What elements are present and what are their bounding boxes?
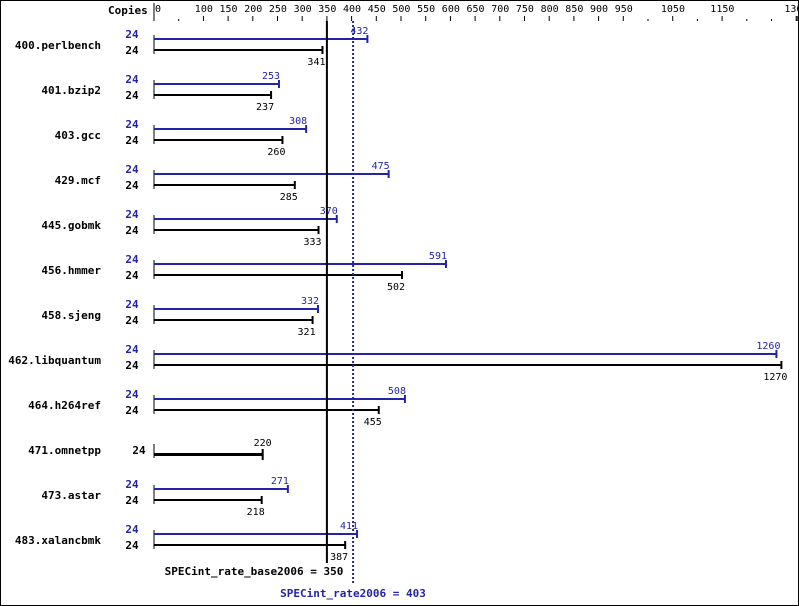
value-label-base: 1270 (763, 372, 787, 383)
benchmark-label: 456.hmmer (41, 264, 101, 277)
benchmark-label: 445.gobmk (41, 219, 101, 232)
tick-label: 650 (467, 4, 485, 15)
copies-header: Copies (108, 4, 148, 17)
copies-value-peak: 24 (125, 28, 139, 41)
benchmark-label: 403.gcc (55, 129, 101, 142)
copies-value-base: 24 (125, 494, 139, 507)
value-label: 220 (254, 438, 272, 449)
value-label-peak: 508 (388, 386, 406, 397)
tick-label: 400 (343, 4, 361, 15)
tick-label: 300 (294, 4, 312, 15)
copies-value-base: 24 (125, 314, 139, 327)
value-label-peak: 271 (271, 476, 289, 487)
tick-label: 600 (442, 4, 460, 15)
benchmark-label: 473.astar (41, 489, 101, 502)
copies-value: 24 (132, 444, 146, 457)
tick-label: 500 (392, 4, 410, 15)
reference-label-base: SPECint_rate_base2006 = 350 (165, 565, 344, 578)
copies-value-base: 24 (125, 224, 139, 237)
value-label-base: 341 (307, 57, 325, 68)
tick-label: 1150 (710, 4, 734, 15)
tick-label: 550 (417, 4, 435, 15)
copies-value-base: 24 (125, 539, 139, 552)
value-label-base: 237 (256, 102, 274, 113)
tick-label: 750 (516, 4, 534, 15)
tick-label: 450 (368, 4, 386, 15)
tick-label: 700 (491, 4, 509, 15)
tick-label: 250 (269, 4, 287, 15)
benchmark-label: 458.sjeng (41, 309, 101, 322)
tick-label: 800 (541, 4, 559, 15)
value-label-base: 321 (298, 327, 316, 338)
value-label-peak: 432 (350, 26, 368, 37)
value-label-peak: 475 (372, 161, 390, 172)
tick-label: 100 (195, 4, 213, 15)
copies-value-peak: 24 (125, 73, 139, 86)
value-label-peak: 411 (340, 521, 358, 532)
tick-label: 950 (615, 4, 633, 15)
copies-value-base: 24 (125, 269, 139, 282)
value-label-peak: 253 (262, 71, 280, 82)
tick-label: 350 (318, 4, 336, 15)
copies-value-peak: 24 (125, 298, 139, 311)
copies-value-peak: 24 (125, 478, 139, 491)
benchmark-label: 483.xalancbmk (15, 534, 101, 547)
copies-value-peak: 24 (125, 523, 139, 536)
tick-label: 0 (155, 4, 161, 15)
copies-value-base: 24 (125, 404, 139, 417)
copies-value-base: 24 (125, 179, 139, 192)
benchmark-label: 400.perlbench (15, 39, 101, 52)
tick-label: 150 (220, 4, 238, 15)
value-label-base: 285 (280, 192, 298, 203)
value-label-base: 260 (267, 147, 285, 158)
benchmark-label: 464.h264ref (28, 399, 101, 412)
copies-value-base: 24 (125, 359, 139, 372)
value-label-base: 455 (364, 417, 382, 428)
tick-label: 1300 (784, 4, 798, 15)
copies-value-peak: 24 (125, 253, 139, 266)
value-label-peak: 591 (429, 251, 447, 262)
benchmark-label: 471.omnetpp (28, 444, 101, 457)
copies-value-peak: 24 (125, 163, 139, 176)
value-label-peak: 332 (301, 296, 319, 307)
copies-value-peak: 24 (125, 208, 139, 221)
copies-value-peak: 24 (125, 388, 139, 401)
tick-label: 850 (565, 4, 583, 15)
value-label-base: 387 (330, 552, 348, 563)
value-label-peak: 370 (320, 206, 338, 217)
value-label-base: 333 (303, 237, 321, 248)
tick-label: 900 (590, 4, 608, 15)
bar-base (154, 453, 263, 456)
value-label-base: 218 (247, 507, 265, 518)
tick-label: 1050 (661, 4, 685, 15)
value-label-peak: 308 (289, 116, 307, 127)
tick-label: 200 (244, 4, 262, 15)
copies-value-base: 24 (125, 44, 139, 57)
benchmark-label: 401.bzip2 (41, 84, 101, 97)
copies-value-base: 24 (125, 89, 139, 102)
reference-label-peak: SPECint_rate2006 = 403 (280, 587, 426, 600)
copies-value-base: 24 (125, 134, 139, 147)
value-label-peak: 1260 (756, 341, 780, 352)
value-label-base: 502 (387, 282, 405, 293)
copies-value-peak: 24 (125, 118, 139, 131)
benchmark-label: 462.libquantum (8, 354, 101, 367)
copies-value-peak: 24 (125, 343, 139, 356)
benchmark-label: 429.mcf (55, 174, 101, 187)
